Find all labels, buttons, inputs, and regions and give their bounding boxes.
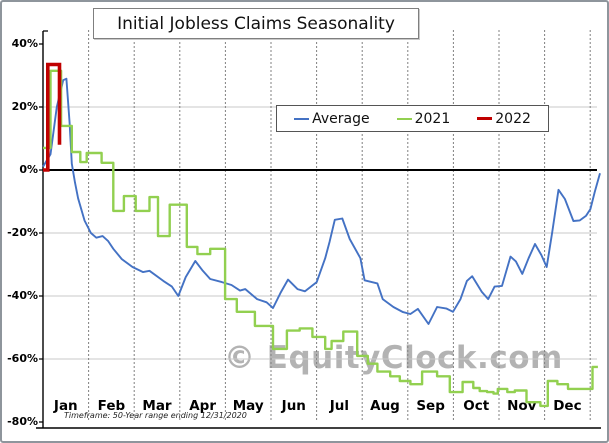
y-axis-label-0pct: 0%	[19, 163, 38, 176]
x-axis-label-may: May	[232, 398, 264, 414]
x-axis-label-feb: Feb	[97, 398, 126, 414]
average-series-line	[42, 77, 601, 325]
year-2022-series-line	[43, 62, 62, 172]
chart-title: Initial Jobless Claims Seasonality	[117, 13, 395, 34]
x-axis-label-aug: Aug	[370, 398, 400, 414]
y-axis-label--60pct: -60%	[7, 352, 38, 365]
y-axis-label--20pct: -20%	[7, 226, 38, 239]
x-axis-label-jul: Jul	[329, 398, 350, 414]
y-axis-label-40pct: 40%	[11, 37, 38, 50]
y-axis-label--80pct: -80%	[7, 415, 38, 428]
equityclock-watermark: © EquityClock.com	[224, 340, 563, 376]
legend-item-2021: 2021	[396, 110, 451, 127]
year-2021-line-swatch	[396, 117, 412, 120]
timeframe-footnote: Timeframe: 50-Year range ending 12/31/20…	[64, 411, 247, 420]
legend-label-2021: 2021	[414, 110, 451, 127]
y-axis-label-20pct: 20%	[11, 100, 38, 113]
y-axis-label--40pct: -40%	[7, 289, 38, 302]
x-axis-label-jun: Jun	[281, 398, 306, 414]
year-2021-series-line	[43, 69, 598, 408]
legend-label-2022: 2022	[495, 110, 531, 127]
legend-label-average: Average	[312, 110, 370, 127]
x-axis-label-dec: Dec	[553, 398, 582, 414]
legend-item-average: Average	[294, 111, 370, 127]
x-axis-label-oct: Oct	[463, 398, 490, 414]
x-axis-label-sep: Sep	[416, 398, 445, 414]
average-line-swatch	[294, 117, 310, 120]
x-axis-label-jan: Jan	[53, 398, 78, 414]
legend: Average 2021 2022	[276, 105, 549, 132]
chart-title-box: Initial Jobless Claims Seasonality	[93, 8, 419, 39]
year-2022-line-swatch	[477, 117, 493, 120]
x-axis-label-mar: Mar	[142, 398, 172, 414]
x-axis-label-apr: Apr	[189, 398, 216, 414]
legend-item-2022: 2022	[477, 111, 531, 127]
